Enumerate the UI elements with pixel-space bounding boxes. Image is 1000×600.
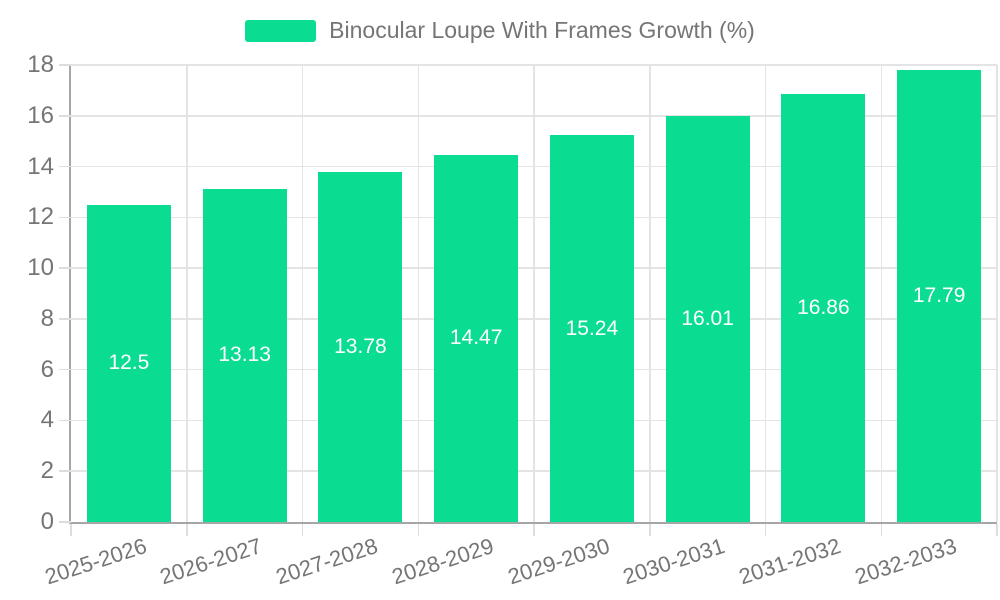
- vertical-gridline: [186, 65, 188, 522]
- bar-value-label: 17.79: [912, 284, 966, 308]
- x-axis-label: 2028-2029: [388, 533, 497, 590]
- bar-value-label: 13.78: [334, 335, 387, 359]
- bar-value-label: 14.47: [449, 326, 503, 350]
- y-axis-label: 16: [27, 101, 54, 129]
- x-axis-label: 2029-2030: [504, 533, 613, 590]
- x-axis-label: 2027-2028: [272, 533, 381, 590]
- x-axis-label: 2030-2031: [620, 533, 729, 590]
- x-axis-tick: [186, 524, 188, 536]
- bar-value-label: 12.5: [108, 351, 150, 375]
- y-axis-tick: [59, 521, 71, 523]
- vertical-gridline: [533, 65, 535, 522]
- plot-area: 0 2 4 6 8 10 12 14 16 18 12.5 2025-2026 13.13 2026-20…: [27, 51, 998, 589]
- y-axis-tick: [59, 470, 71, 472]
- y-axis-label: 8: [40, 304, 54, 332]
- y-axis-tick: [59, 419, 71, 422]
- y-axis-tick: [59, 216, 71, 219]
- legend-swatch-icon: [245, 19, 317, 42]
- y-axis-tick: [59, 318, 71, 320]
- bar[interactable]: [434, 154, 519, 522]
- x-axis-label: 2032-2033: [851, 533, 960, 590]
- y-axis-label: 10: [27, 254, 54, 282]
- vertical-gridline: [649, 65, 651, 522]
- bar-value-label: 15.24: [565, 316, 619, 340]
- y-axis-label: 12: [27, 203, 54, 231]
- bar-value-label: 16.01: [681, 306, 734, 330]
- vertical-gridline: [996, 65, 998, 522]
- bar[interactable]: [86, 204, 171, 522]
- x-axis-tick: [764, 524, 767, 536]
- bar-value-label: 13.13: [218, 343, 271, 367]
- y-axis-tick: [59, 267, 71, 269]
- y-axis-tick: [59, 368, 71, 371]
- x-axis-tick: [880, 524, 882, 536]
- x-axis-tick: [649, 524, 651, 536]
- bar[interactable]: [202, 188, 287, 522]
- x-axis-tick: [996, 524, 998, 536]
- legend-label: Binocular Loupe With Frames Growth (%): [329, 17, 755, 43]
- x-axis-label: 2031-2032: [735, 533, 844, 590]
- bar[interactable]: [665, 115, 750, 522]
- vertical-gridline: [880, 65, 882, 522]
- bar[interactable]: [549, 135, 634, 522]
- bar[interactable]: [897, 70, 982, 522]
- vertical-gridline: [301, 65, 304, 522]
- y-axis-label: 4: [40, 406, 54, 434]
- y-axis-tick: [59, 165, 71, 168]
- vertical-gridline: [417, 65, 419, 522]
- x-axis-tick: [533, 524, 535, 536]
- vertical-gridline: [764, 65, 767, 522]
- legend[interactable]: Binocular Loupe With Frames Growth (%): [0, 17, 1000, 44]
- x-axis-tick: [301, 524, 304, 536]
- y-axis-tick: [59, 115, 71, 117]
- y-axis-label: 14: [27, 152, 54, 180]
- y-axis-tick: [59, 64, 71, 66]
- y-axis-label: 2: [40, 457, 54, 485]
- y-axis-label: 0: [40, 508, 54, 535]
- bar[interactable]: [781, 93, 866, 522]
- x-axis-tick: [417, 524, 419, 536]
- bar[interactable]: [318, 172, 403, 522]
- y-axis-label: 18: [27, 51, 54, 78]
- x-axis-tick: [70, 524, 72, 536]
- y-axis-label: 6: [40, 355, 54, 383]
- bar-value-label: 16.86: [797, 295, 850, 319]
- x-axis-label: 2025-2026: [41, 533, 150, 590]
- x-axis-label: 2026-2027: [157, 533, 266, 590]
